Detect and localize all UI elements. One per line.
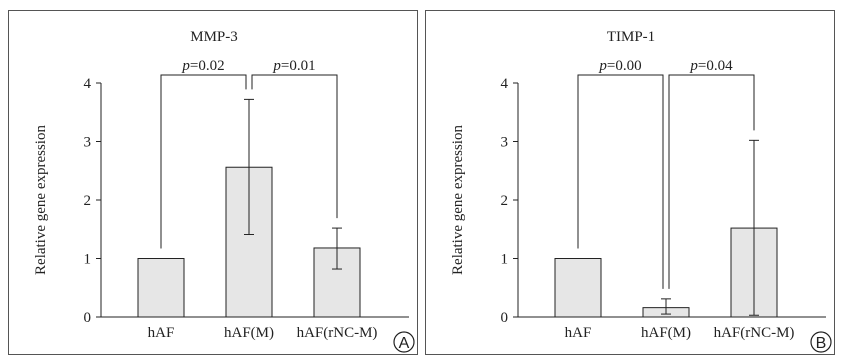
p-value: =0.01 <box>281 58 316 74</box>
bar-haf <box>137 258 185 318</box>
y-tick-label: 4 <box>84 76 92 92</box>
y-tick-label: 0 <box>84 310 92 326</box>
y-tick-label: 4 <box>501 76 509 92</box>
p-symbol: p <box>272 58 281 74</box>
y-tick-label: 2 <box>84 193 92 209</box>
chart-timp1: TIMP-1 Relative gene expression 0 1 2 3 4 hAF hA… <box>450 29 832 353</box>
p-value-label: p=0.02 <box>181 58 224 74</box>
category-label: hAF(rNC-M) <box>297 325 378 341</box>
panel-label: B <box>816 335 827 352</box>
y-tick-label: 1 <box>501 252 509 268</box>
p-value: =0.02 <box>190 58 225 74</box>
chart-panel-timp1: TIMP-1 Relative gene expression 0 1 2 3 4 hAF hA… <box>425 10 835 355</box>
significance-bracket <box>251 74 338 219</box>
category-label: hAF <box>565 325 592 341</box>
p-value-label: p=0.00 <box>598 58 641 74</box>
significance-bracket <box>577 74 664 289</box>
p-value-label: p=0.04 <box>689 58 733 74</box>
y-tick-label: 3 <box>501 135 509 151</box>
chart-title: TIMP-1 <box>607 29 655 45</box>
panel-label: A <box>399 335 410 352</box>
p-symbol: p <box>689 58 698 74</box>
y-axis-label: Relative gene expression <box>33 125 49 275</box>
p-value: =0.00 <box>607 58 642 74</box>
p-symbol: p <box>181 58 190 74</box>
chart-mmp3: MMP-3 Relative gene expression 0 1 2 3 4 hAF hAF… <box>33 29 415 353</box>
p-value: =0.04 <box>698 58 733 74</box>
category-label: hAF(rNC-M) <box>714 325 795 341</box>
p-symbol: p <box>598 58 607 74</box>
panel-label-circle <box>810 331 832 353</box>
category-label: hAF <box>148 325 175 341</box>
y-axis-label: Relative gene expression <box>450 125 466 275</box>
category-label: hAF(M) <box>224 325 274 341</box>
p-value-label: p=0.01 <box>272 58 315 74</box>
category-label: hAF(M) <box>641 325 691 341</box>
panel-label-circle <box>393 331 415 353</box>
bar-haf <box>554 258 602 318</box>
chart-panel-mmp3: MMP-3 Relative gene expression 0 1 2 3 4 hAF hAF… <box>8 10 418 355</box>
significance-bracket <box>160 74 247 249</box>
y-tick-label: 3 <box>84 135 92 151</box>
y-tick-label: 1 <box>84 252 92 268</box>
y-tick-label: 2 <box>501 193 509 209</box>
significance-bracket <box>668 74 755 289</box>
y-tick-label: 0 <box>501 310 509 326</box>
chart-title: MMP-3 <box>190 29 238 45</box>
